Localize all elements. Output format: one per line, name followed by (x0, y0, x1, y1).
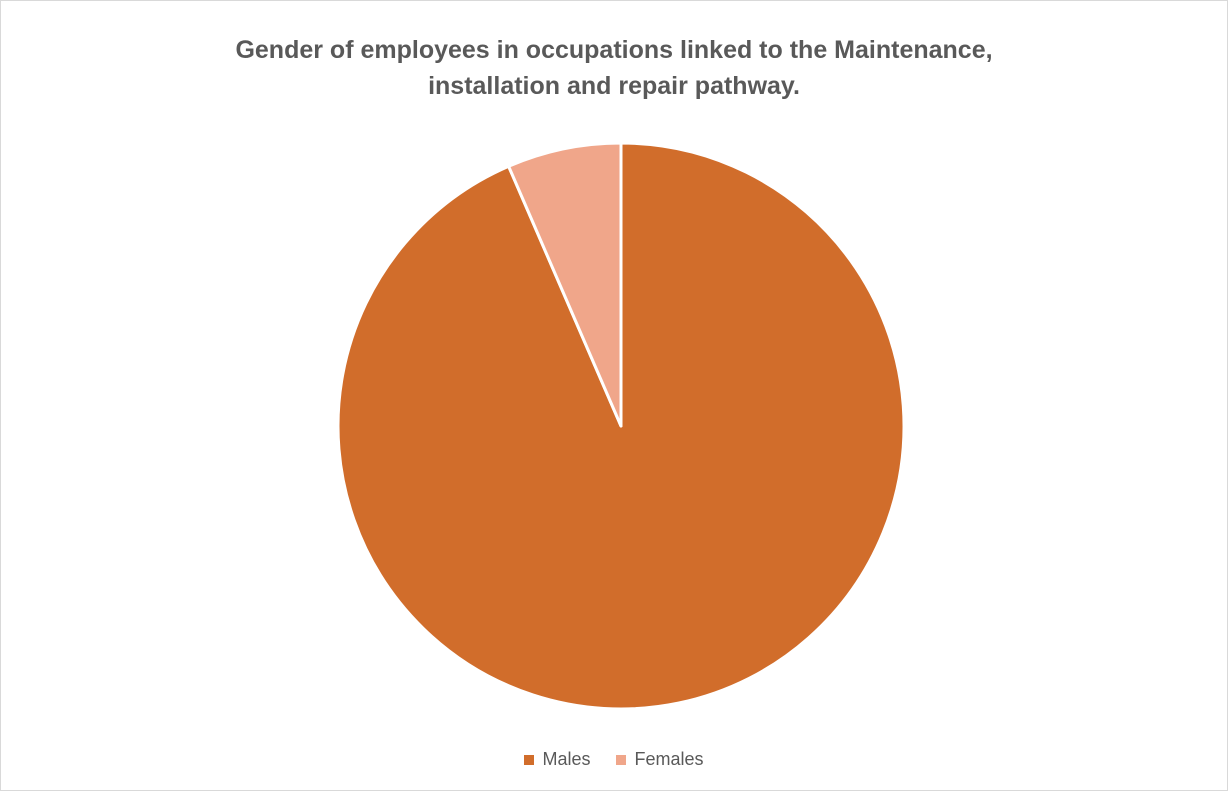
legend-label-females: Females (634, 749, 704, 769)
chart-title-line-2: installation and repair pathway. (428, 72, 800, 100)
pie-slices (336, 141, 906, 711)
chart-title: Gender of employees in occupations linke… (1, 32, 1227, 104)
legend-swatch-males (524, 754, 535, 765)
chart-title-line-1: Gender of employees in occupations linke… (235, 36, 993, 64)
pie-slice-females (507, 141, 623, 428)
legend-item-females: Females (616, 749, 704, 770)
legend-swatch-females (616, 754, 627, 765)
legend-item-males: Males (524, 749, 590, 770)
legend-label-males: Males (542, 749, 591, 769)
legend: Males Females (1, 749, 1227, 770)
